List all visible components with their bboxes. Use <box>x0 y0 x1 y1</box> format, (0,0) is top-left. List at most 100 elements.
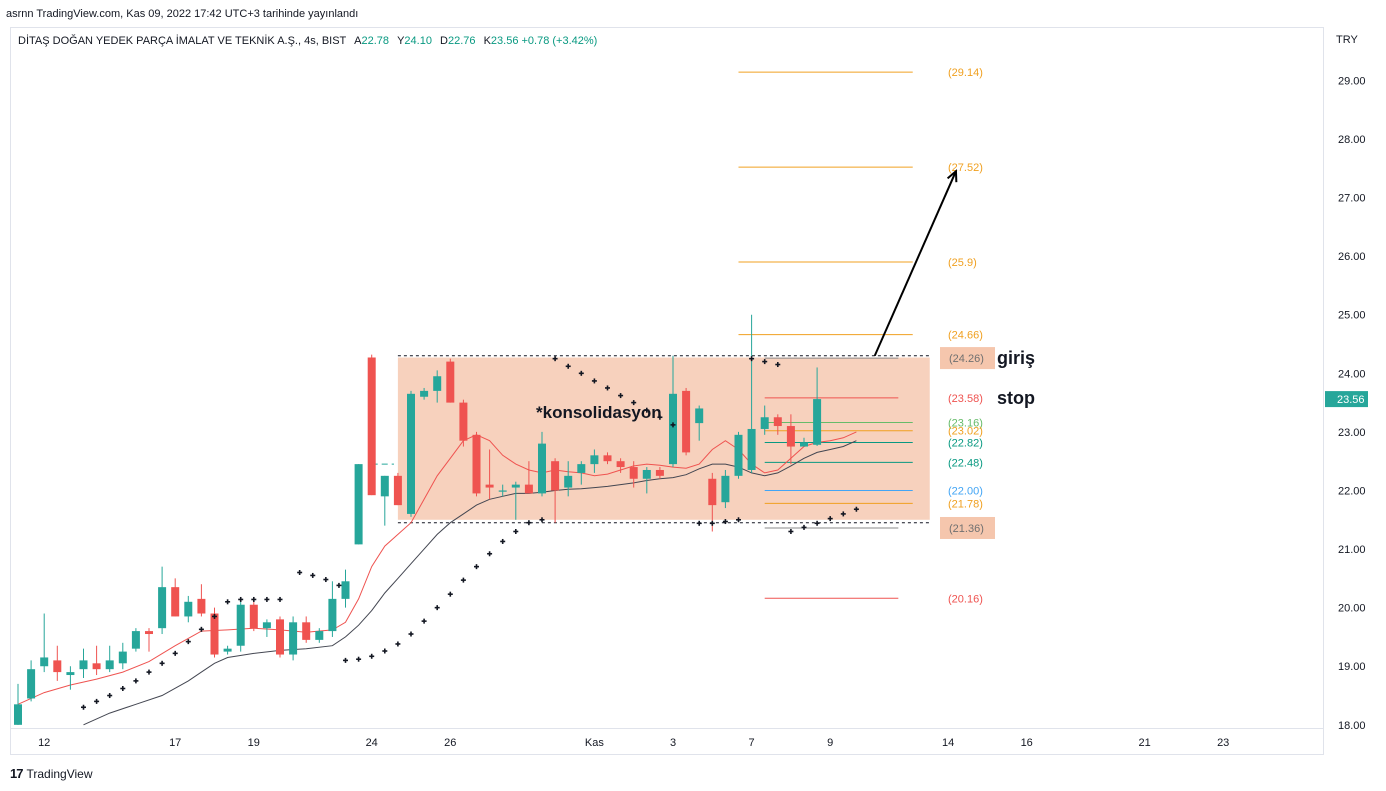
psar-marker <box>618 393 624 399</box>
candle-body <box>708 478 717 506</box>
psar-marker <box>657 414 663 420</box>
candle-body <box>27 669 36 699</box>
change-value: +0.78 (+3.42%) <box>521 35 598 47</box>
candle-body <box>695 408 704 424</box>
close-value: 23.56 <box>490 35 519 47</box>
last-price-tag <box>1325 391 1368 408</box>
candle-body <box>682 390 691 453</box>
psar-marker <box>251 596 257 602</box>
candle-body <box>171 587 180 617</box>
candle-body <box>498 490 507 492</box>
psar-marker <box>395 641 401 647</box>
candle-body <box>407 393 415 514</box>
level-label-highlight <box>940 347 995 370</box>
currency-label: TRY <box>1336 34 1358 46</box>
psar-marker <box>578 370 584 376</box>
candle-body <box>341 581 350 599</box>
psar-marker <box>644 407 650 413</box>
psar-marker <box>159 660 165 666</box>
x-tick-label: 3 <box>670 737 676 749</box>
close-label: K <box>483 35 491 47</box>
tradingview-logo-icon: 17 <box>10 766 24 781</box>
psar-marker <box>146 669 152 675</box>
candle-body <box>472 434 481 494</box>
x-tick-label: 24 <box>366 737 378 749</box>
y-tick-label: 18.00 <box>1338 720 1366 732</box>
psar-marker <box>356 656 362 662</box>
y-tick-label: 29.00 <box>1338 75 1366 87</box>
psar-marker <box>107 693 113 699</box>
candle-body <box>511 484 520 488</box>
psar-marker <box>94 698 100 704</box>
low-label: D <box>440 35 448 47</box>
x-tick-label: 7 <box>749 737 755 749</box>
candle-body <box>616 461 625 468</box>
y-tick-label: 22.00 <box>1338 485 1366 497</box>
level-label: (23.16) <box>948 418 983 430</box>
psar-marker <box>310 572 316 578</box>
psar-marker <box>591 378 597 384</box>
consolidation-label: *konsolidasyon <box>536 403 662 422</box>
candle-body <box>158 587 167 629</box>
x-tick-label: Kas <box>585 737 604 749</box>
psar-marker <box>670 422 676 428</box>
y-tick-label: 19.00 <box>1338 661 1366 673</box>
psar-marker <box>434 605 440 611</box>
psar-marker <box>133 678 139 684</box>
psar-marker <box>277 596 283 602</box>
candle-body <box>590 455 599 465</box>
psar-marker <box>775 362 781 368</box>
level-label: (21.78) <box>948 498 983 510</box>
x-tick-label: 21 <box>1138 737 1150 749</box>
candle-body <box>79 660 88 670</box>
psar-marker <box>264 596 270 602</box>
level-label: (25.9) <box>948 257 977 269</box>
candle-body <box>786 426 795 447</box>
level-label: (22.48) <box>948 457 983 469</box>
symbol-legend: DİTAŞ DOĞAN YEDEK PARÇA İMALAT VE TEKNİK… <box>18 35 597 47</box>
x-tick-label: 12 <box>38 737 50 749</box>
high-value: 24.10 <box>404 35 432 47</box>
ema-slow-line <box>83 440 857 726</box>
psar-marker <box>343 657 348 663</box>
candle-body <box>328 598 337 632</box>
candle-body <box>354 464 363 545</box>
psar-marker <box>238 596 244 602</box>
psar-marker <box>565 363 571 369</box>
psar-marker <box>421 618 427 624</box>
level-label: (23.58) <box>948 393 983 405</box>
candle-body <box>669 393 677 465</box>
candle-body <box>236 604 245 646</box>
y-tick-label: 25.00 <box>1338 310 1366 322</box>
psar-marker <box>487 551 493 557</box>
level-label: (24.26) <box>949 353 984 365</box>
psar-marker <box>447 591 453 597</box>
psar-marker <box>762 359 768 365</box>
tradingview-logo[interactable]: 17 TradingView <box>10 766 93 781</box>
candle-body <box>14 704 22 725</box>
y-tick-label: 26.00 <box>1338 251 1366 263</box>
y-tick-label: 21.00 <box>1338 544 1366 556</box>
candle-body <box>53 660 62 673</box>
candle-body <box>524 484 533 494</box>
candle-body <box>184 601 193 617</box>
psar-marker <box>212 613 217 619</box>
psar-marker <box>722 519 728 525</box>
candle-body <box>734 434 743 476</box>
candle-body <box>577 464 586 473</box>
level-label: (21.36) <box>949 523 984 535</box>
psar-marker <box>369 653 375 659</box>
low-value: 22.76 <box>447 35 476 47</box>
candle-body <box>446 361 455 403</box>
psar-marker <box>631 400 637 406</box>
candle-body <box>629 467 638 479</box>
candle-body <box>315 631 324 640</box>
candle-body <box>773 417 782 427</box>
candle-body <box>603 455 612 462</box>
candle-body <box>380 475 389 497</box>
y-tick-label: 20.00 <box>1338 603 1366 615</box>
psar-marker <box>297 570 303 576</box>
annotation-text: stop <box>997 388 1035 408</box>
level-label-highlight <box>940 516 995 539</box>
